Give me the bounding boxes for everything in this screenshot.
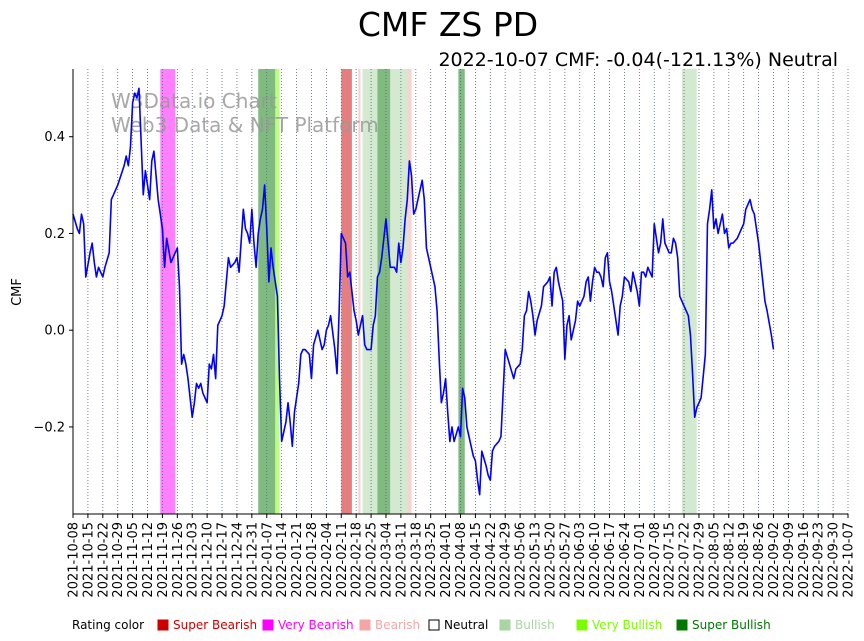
rating-band-very-bearish — [160, 69, 176, 514]
x-tick-label: 2022-09-23 — [812, 522, 827, 598]
rating-bands — [160, 69, 697, 514]
legend-title: Rating color — [72, 618, 144, 632]
x-tick-label: 2022-01-21 — [290, 522, 305, 598]
y-axis-label: CMF — [10, 278, 25, 306]
x-tick-label: 2022-02-04 — [320, 522, 335, 598]
y-tick-label: 0.2 — [44, 227, 65, 242]
legend-label-bullish: Bullish — [515, 618, 555, 632]
x-tick-label: 2022-03-11 — [394, 522, 409, 598]
x-tick-label: 2022-01-14 — [275, 522, 290, 598]
x-tick-label: 2022-09-16 — [797, 522, 812, 598]
x-tick-label: 2021-12-17 — [216, 522, 231, 598]
x-tick-label: 2022-07-15 — [663, 522, 678, 598]
rating-band-bullish — [362, 69, 378, 514]
legend-label-super-bullish: Super Bullish — [692, 618, 771, 632]
rating-legend: Rating color Super Bearish Very Bearish Be… — [72, 618, 771, 632]
x-tick-label: 2021-12-24 — [230, 522, 245, 598]
x-tick-label: 2022-08-05 — [707, 522, 722, 598]
x-tick-label: 2021-10-15 — [81, 522, 96, 598]
watermark-line2: Web3 Data & NFT Platform — [111, 113, 379, 137]
rating-band-super-bullish — [377, 69, 391, 514]
y-ticks: −0.2 0.0 0.2 0.4 — [33, 130, 73, 435]
x-tick-label: 2021-11-05 — [126, 522, 141, 598]
x-tick-label: 2022-03-25 — [424, 522, 439, 598]
x-tick-label: 2022-04-08 — [454, 522, 469, 598]
x-ticks: 2021-10-08 2021-10-15 2021-10-22 2021-10-29… — [67, 514, 857, 598]
x-tick-label: 2022-04-29 — [499, 522, 514, 598]
y-tick-label: −0.2 — [33, 420, 65, 435]
x-tick-label: 2022-02-18 — [350, 522, 365, 598]
x-tick-label: 2022-07-08 — [648, 522, 663, 598]
rating-band-super-bearish — [341, 69, 352, 514]
cmf-series — [72, 87, 775, 496]
legend-label-neutral: Neutral — [444, 618, 488, 632]
legend-swatch-neutral — [428, 619, 440, 631]
x-tick-label: 2021-12-03 — [186, 522, 201, 598]
x-tick-label: 2022-09-30 — [827, 522, 842, 598]
vertical-gridlines — [72, 69, 849, 514]
x-tick-label: 2022-03-18 — [409, 522, 424, 598]
x-tick-label: 2022-07-29 — [692, 522, 707, 598]
x-tick-label: 2021-10-22 — [96, 522, 111, 598]
x-tick-label: 2022-08-26 — [752, 522, 767, 598]
x-tick-label: 2022-04-01 — [439, 522, 454, 598]
rating-band-super-bullish — [458, 69, 465, 514]
legend-label-very-bullish: Very Bullish — [592, 618, 662, 632]
x-tick-label: 2022-09-02 — [767, 522, 782, 598]
rating-band-bullish — [681, 69, 697, 514]
chart-subtitle: 2022-10-07 CMF: -0.04(-121.13%) Neutral — [438, 49, 838, 71]
x-tick-label: 2021-11-19 — [156, 522, 171, 598]
legend-label-super-bearish: Super Bearish — [173, 618, 257, 632]
y-tick-label: 0.0 — [44, 324, 65, 339]
legend-label-bearish: Bearish — [375, 618, 420, 632]
legend-swatch-very-bearish — [262, 619, 274, 631]
x-tick-label: 2021-10-08 — [67, 522, 82, 598]
watermark-line1: W3Data.io Chart — [111, 89, 277, 113]
legend-swatch-bearish — [359, 619, 371, 631]
x-tick-label: 2022-05-13 — [529, 522, 544, 598]
x-tick-label: 2022-07-22 — [678, 522, 693, 598]
x-tick-label: 2022-05-27 — [558, 522, 573, 598]
legend-swatch-super-bullish — [676, 619, 688, 631]
x-tick-label: 2022-07-01 — [633, 522, 648, 598]
x-tick-label: 2022-01-28 — [305, 522, 320, 598]
x-tick-label: 2022-03-04 — [379, 522, 394, 598]
legend-swatch-bullish — [499, 619, 511, 631]
x-tick-label: 2022-06-17 — [603, 522, 618, 598]
x-tick-label: 2022-05-20 — [543, 522, 558, 598]
chart-title: CMF ZS PD — [358, 5, 538, 44]
y-tick-label: 0.4 — [44, 130, 65, 145]
x-tick-label: 2022-08-19 — [737, 522, 752, 598]
x-tick-label: 2022-04-15 — [469, 522, 484, 598]
x-tick-label: 2022-09-09 — [782, 522, 797, 598]
x-tick-label: 2022-02-25 — [365, 522, 380, 598]
cmf-line — [72, 87, 775, 496]
legend-label-very-bearish: Very Bearish — [278, 618, 354, 632]
x-tick-label: 2022-06-24 — [618, 522, 633, 598]
x-tick-label: 2022-10-07 — [842, 522, 857, 598]
x-tick-label: 2021-11-26 — [171, 522, 186, 598]
x-tick-label: 2022-06-10 — [588, 522, 603, 598]
x-tick-label: 2022-05-06 — [514, 522, 529, 598]
rating-band-bearish — [358, 69, 361, 514]
x-tick-label: 2021-10-29 — [111, 522, 126, 598]
x-tick-label: 2022-01-07 — [260, 522, 275, 598]
rating-band-bearish — [407, 69, 412, 514]
legend-swatch-very-bullish — [576, 619, 588, 631]
legend-swatch-super-bearish — [157, 619, 169, 631]
x-tick-label: 2021-12-31 — [245, 522, 260, 598]
x-tick-label: 2022-02-11 — [335, 522, 350, 598]
rating-band-bullish — [390, 69, 408, 514]
x-tick-label: 2021-12-10 — [201, 522, 216, 598]
x-tick-label: 2022-06-03 — [573, 522, 588, 598]
x-tick-label: 2022-04-22 — [484, 522, 499, 598]
x-tick-label: 2022-08-12 — [722, 522, 737, 598]
x-tick-label: 2021-11-12 — [141, 522, 156, 598]
